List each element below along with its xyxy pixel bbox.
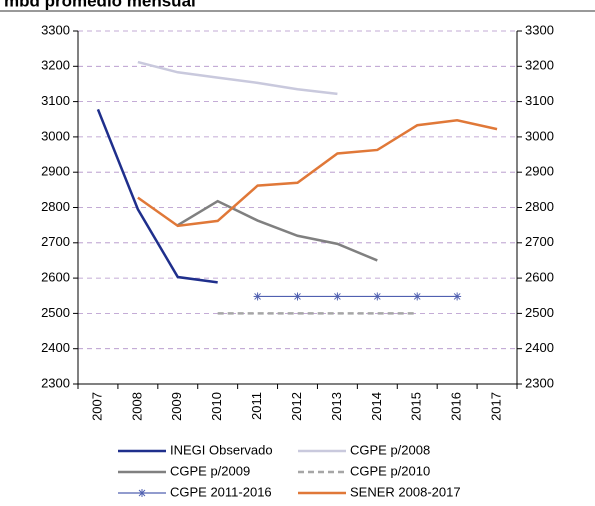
y-tick-label: 3300 <box>41 22 70 37</box>
y-tick-label: 2600 <box>41 270 70 285</box>
x-tick-label: 2010 <box>209 392 224 421</box>
y2-tick-label: 2400 <box>525 340 554 355</box>
marker-stroke <box>254 293 261 300</box>
y2-tick-label: 2500 <box>525 305 554 320</box>
y2-tick-label: 3100 <box>525 93 554 108</box>
point-marker <box>138 489 146 497</box>
y-tick-label: 2900 <box>41 164 70 179</box>
y-tick-label: 2500 <box>41 305 70 320</box>
legend-label: CGPE 2011-2016 <box>170 484 272 499</box>
x-tick-label: 2016 <box>449 392 464 421</box>
x-tick-label: 2009 <box>169 392 184 421</box>
point-marker <box>453 292 462 301</box>
y2-tick-label: 3000 <box>525 128 554 143</box>
x-tick-label: 2017 <box>488 392 503 421</box>
series-line <box>177 199 378 262</box>
y-tick-label: 2700 <box>41 234 70 249</box>
y-tick-label: 2300 <box>41 375 70 390</box>
y2-tick-label: 2300 <box>525 375 554 390</box>
series-line <box>137 119 498 228</box>
series-line <box>137 60 338 96</box>
point-marker <box>413 292 422 301</box>
y2-tick-label: 2600 <box>525 270 554 285</box>
y-tick-label: 3000 <box>41 128 70 143</box>
x-tick-label: 2015 <box>409 392 424 421</box>
y2-tick-label: 2900 <box>525 164 554 179</box>
point-marker <box>373 292 382 301</box>
series-line <box>96 108 218 284</box>
point-marker <box>253 292 262 301</box>
x-tick-label: 2013 <box>329 392 344 421</box>
point-marker <box>333 292 342 301</box>
y-tick-label: 3100 <box>41 93 70 108</box>
marker-stroke <box>453 293 461 300</box>
y-tick-label: 3200 <box>41 58 70 73</box>
y2-tick-label: 2700 <box>525 234 554 249</box>
point-marker <box>293 292 302 301</box>
y-tick-label: 2400 <box>41 340 70 355</box>
x-tick-label: 2008 <box>129 392 144 421</box>
x-tick-label: 2011 <box>249 392 264 420</box>
legend-label: CGPE p/2010 <box>350 463 430 478</box>
chart-title: mbd promedio mensual <box>4 0 196 10</box>
marker-stroke <box>413 293 421 300</box>
x-tick-label: 2012 <box>289 392 304 421</box>
marker-stroke <box>334 293 341 300</box>
legend-label: SENER 2008-2017 <box>350 484 461 499</box>
legend-label: CGPE p/2009 <box>170 463 250 478</box>
marker-stroke <box>138 489 146 497</box>
x-tick-label: 2007 <box>89 392 104 421</box>
legend-label: INEGI Observado <box>170 442 273 457</box>
y2-tick-label: 3200 <box>525 58 554 73</box>
y2-tick-label: 3300 <box>525 22 554 37</box>
marker-stroke <box>294 293 301 300</box>
x-tick-label: 2014 <box>369 392 384 421</box>
y-tick-label: 2800 <box>41 199 70 214</box>
legend-label: CGPE p/2008 <box>350 442 430 457</box>
marker-stroke <box>373 293 381 300</box>
y2-tick-label: 2800 <box>525 199 554 214</box>
